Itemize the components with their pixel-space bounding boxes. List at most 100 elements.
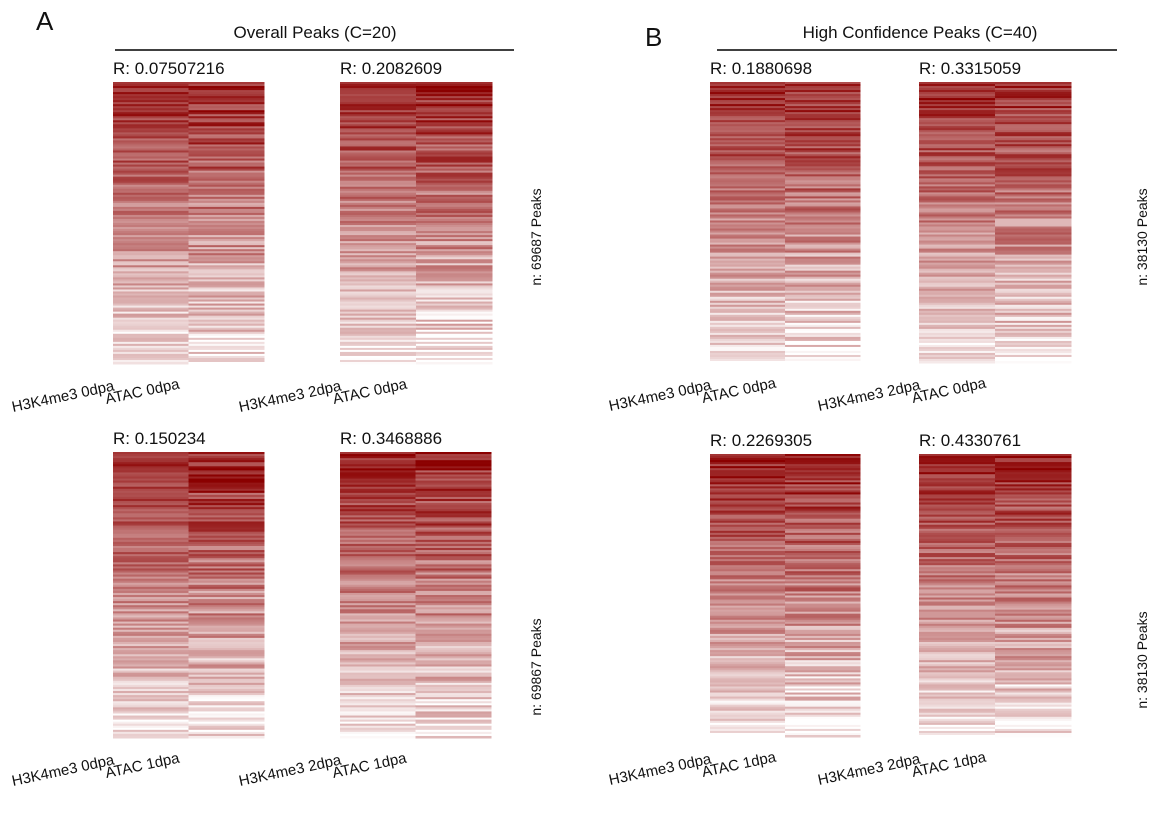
heatmap-cell bbox=[710, 496, 786, 499]
heatmap-cell bbox=[188, 251, 265, 254]
heatmap-cell bbox=[785, 338, 861, 342]
heatmap-cell bbox=[919, 520, 996, 524]
heatmap-cell bbox=[710, 316, 786, 320]
heatmap-cell bbox=[785, 730, 861, 734]
heatmap-cell bbox=[785, 194, 861, 197]
heatmap-cell bbox=[710, 674, 786, 677]
heatmap-cell bbox=[710, 170, 786, 173]
heatmap-cell bbox=[340, 678, 416, 682]
heatmap-cell bbox=[785, 172, 861, 175]
heatmap-cell bbox=[113, 216, 189, 220]
heatmap-cell bbox=[919, 498, 996, 501]
heatmap-cell bbox=[995, 136, 1072, 139]
heatmap-cell bbox=[710, 686, 786, 689]
heatmap-cell bbox=[113, 711, 189, 714]
heatmap-cell bbox=[340, 566, 416, 569]
heatmap-cell bbox=[919, 332, 996, 336]
heatmap-cell bbox=[188, 311, 265, 315]
heatmap-cell bbox=[113, 631, 189, 635]
heatmap-cell bbox=[340, 486, 416, 490]
heatmap-cell bbox=[919, 304, 996, 308]
heatmap-cell bbox=[785, 228, 861, 232]
heatmap-cell bbox=[995, 198, 1072, 201]
heatmap-cell bbox=[995, 306, 1072, 310]
heatmap-cell bbox=[113, 339, 189, 343]
heatmap-cell bbox=[710, 260, 786, 264]
heatmap-cell bbox=[785, 278, 861, 282]
heatmap-cell bbox=[340, 725, 416, 729]
heatmap-cell bbox=[113, 654, 189, 657]
heatmap-cell bbox=[188, 527, 265, 531]
heatmap-cell bbox=[710, 254, 786, 258]
heatmap-cell bbox=[785, 601, 861, 605]
heatmap-cell bbox=[188, 545, 265, 549]
heatmap-cell bbox=[919, 569, 996, 572]
heatmap-cell bbox=[416, 92, 493, 95]
heatmap-cell bbox=[113, 116, 189, 119]
heatmap-cell bbox=[188, 474, 265, 478]
heatmap-cell bbox=[785, 248, 861, 252]
heatmap-cell bbox=[995, 308, 1072, 312]
heatmap-cell bbox=[416, 118, 493, 121]
heatmap-cell bbox=[919, 214, 996, 217]
heatmap-cell bbox=[340, 218, 417, 222]
heatmap-cell bbox=[113, 184, 189, 188]
heatmap-cell bbox=[113, 719, 189, 723]
heatmap-cell bbox=[113, 672, 189, 676]
heatmap-cell bbox=[416, 223, 493, 226]
heatmap-cell bbox=[995, 262, 1072, 266]
heatmap-title: R: 0.2269305 bbox=[710, 431, 812, 450]
heatmap-cell bbox=[416, 239, 493, 242]
heatmap-cell bbox=[340, 309, 417, 313]
heatmap-cell bbox=[919, 629, 996, 633]
heatmap-cell bbox=[415, 550, 492, 553]
heatmap-cell bbox=[995, 178, 1072, 181]
heatmap-cell bbox=[710, 464, 786, 467]
heatmap-cell bbox=[340, 138, 417, 141]
heatmap-cell bbox=[785, 332, 861, 336]
heatmap-cell bbox=[710, 358, 786, 362]
heatmap-cell bbox=[415, 664, 492, 667]
heatmap-cell bbox=[113, 261, 189, 264]
heatmap-cell bbox=[710, 611, 786, 615]
heatmap-cell bbox=[785, 268, 861, 272]
heatmap-cell bbox=[785, 536, 861, 540]
heatmap-cell bbox=[113, 676, 189, 680]
heatmap-cell bbox=[710, 581, 786, 584]
heatmap-cell bbox=[113, 301, 189, 305]
heatmap-cell bbox=[113, 686, 189, 690]
heatmap-cell bbox=[785, 142, 861, 145]
heatmap-cell bbox=[785, 340, 861, 344]
heatmap-cell bbox=[710, 84, 786, 87]
heatmap-cell bbox=[995, 238, 1072, 242]
heatmap-cell bbox=[188, 537, 265, 541]
heatmap-cell bbox=[995, 154, 1072, 157]
heatmap-cell bbox=[995, 290, 1072, 294]
heatmap-cell bbox=[340, 662, 416, 665]
heatmap-cell bbox=[919, 180, 996, 183]
heatmap-cell bbox=[340, 472, 416, 475]
heatmap-cell bbox=[995, 270, 1072, 274]
heatmap-cell bbox=[340, 126, 417, 129]
heatmap-cell bbox=[415, 631, 492, 635]
heatmap-cell bbox=[995, 210, 1072, 213]
heatmap-cell bbox=[113, 599, 189, 602]
heatmap-cell bbox=[415, 560, 492, 563]
heatmap-cell bbox=[188, 646, 265, 649]
heatmap-cell bbox=[188, 100, 265, 103]
heatmap-cell bbox=[710, 708, 786, 712]
heatmap-title: R: 0.2082609 bbox=[340, 59, 442, 78]
heatmap-cell bbox=[785, 274, 861, 278]
heatmap-cell bbox=[113, 456, 189, 459]
heatmap-cell bbox=[340, 321, 417, 325]
heatmap-cell bbox=[188, 697, 265, 700]
heatmap-cell bbox=[785, 280, 861, 284]
heatmap-cell bbox=[710, 342, 786, 346]
heatmap-cell bbox=[919, 637, 996, 641]
heatmap-cell bbox=[188, 174, 265, 178]
heatmap-cell bbox=[188, 492, 265, 496]
heatmap-cell bbox=[340, 176, 417, 180]
heatmap-cell bbox=[785, 122, 861, 125]
heatmap-cell bbox=[340, 633, 416, 637]
